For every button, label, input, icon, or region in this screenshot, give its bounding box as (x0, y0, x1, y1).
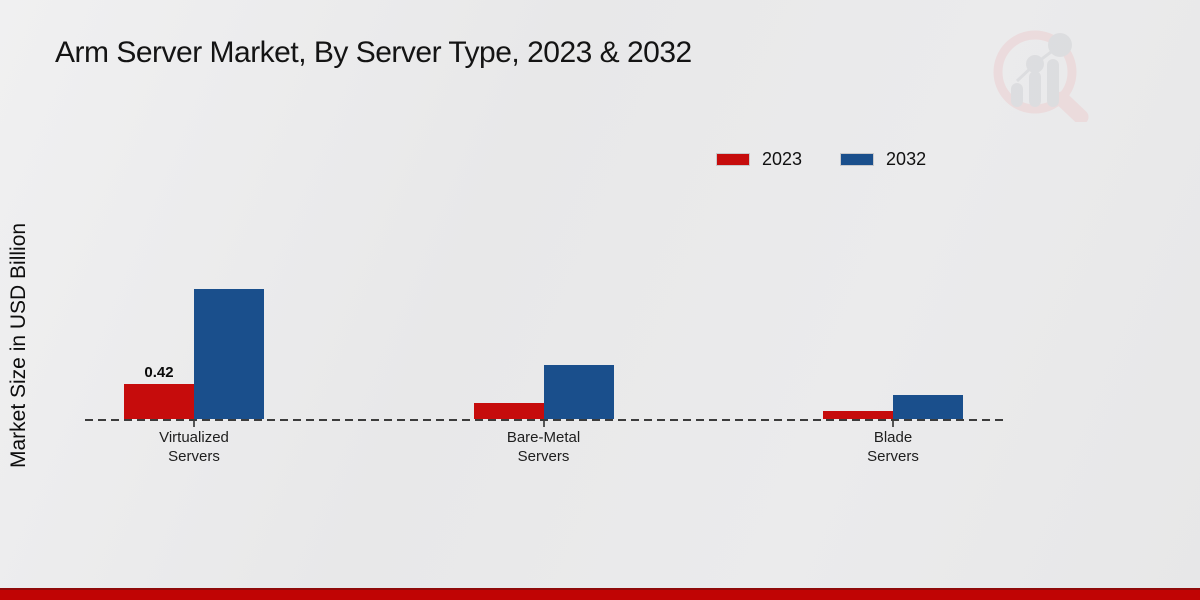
x-category-label-virtualized-servers: Virtualized Servers (159, 429, 229, 465)
bar-2032-bare-metal-servers (543, 364, 614, 419)
bar-value-label: 0.42 (144, 364, 174, 382)
legend: 2023 2032 (716, 149, 926, 170)
x-axis-tick (193, 421, 195, 427)
legend-swatch-2023 (716, 153, 750, 166)
x-axis-baseline (85, 419, 1008, 421)
bar-2023-virtualized-servers (124, 384, 194, 419)
bar-2023-blade-servers (823, 410, 893, 419)
x-axis-tick (892, 421, 894, 427)
magnifier-bar-chart-logo-icon (993, 30, 1089, 122)
x-axis-tick (542, 421, 545, 427)
legend-swatch-2032 (840, 153, 875, 166)
legend-label-2032: 2032 (886, 149, 927, 169)
legend-item-2023: 2023 (716, 149, 802, 170)
legend-label-2023: 2023 (762, 149, 803, 169)
bar-2023-bare-metal-servers (473, 403, 544, 419)
x-category-label-bare-metal-servers: Bare-Metal Servers (506, 429, 581, 465)
plot-area: 0.42 (85, 0, 1008, 419)
footer-band (0, 588, 1200, 600)
chart-title: Arm Server Market, By Server Type, 2023 … (55, 36, 692, 69)
bar-2032-blade-servers (893, 394, 963, 419)
bar-2032-virtualized-servers (194, 289, 264, 419)
x-category-label-blade-servers: Blade Servers (867, 429, 919, 465)
y-axis-label: Market Size in USD Billion (7, 222, 30, 468)
legend-item-2032: 2032 (840, 149, 926, 170)
